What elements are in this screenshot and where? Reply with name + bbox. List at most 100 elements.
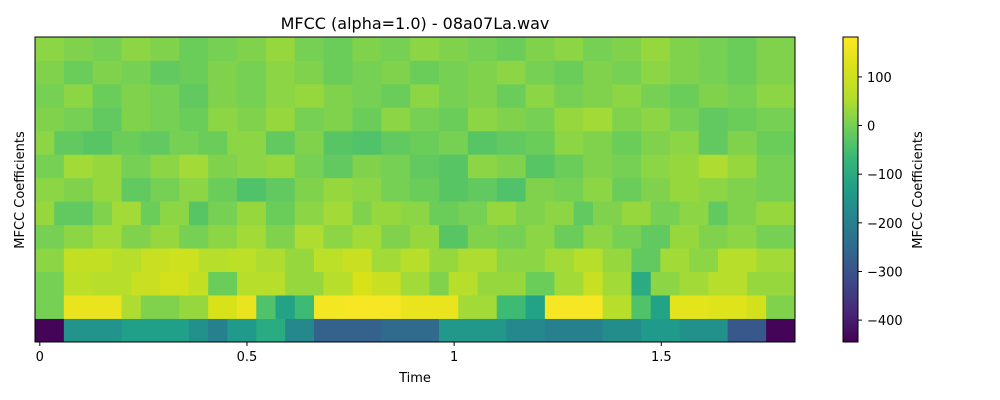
heatmap-cell <box>458 295 498 319</box>
heatmap-cell <box>544 318 603 343</box>
heatmap-cell <box>698 224 729 249</box>
heatmap-cell <box>727 224 757 249</box>
heatmap-cell <box>35 60 65 85</box>
heatmap-cell <box>525 83 555 108</box>
heatmap-cell <box>650 271 680 296</box>
heatmap-cell <box>400 271 430 296</box>
heatmap-cell <box>121 224 151 249</box>
heatmap-cell <box>35 318 65 343</box>
heatmap-cell <box>756 37 796 61</box>
heatmap-cell <box>573 201 594 226</box>
heatmap-cell <box>131 271 161 296</box>
heatmap-cell <box>111 248 142 273</box>
heatmap-cell <box>708 201 729 226</box>
heatmap-cell <box>237 154 267 179</box>
heatmap-cell <box>641 177 671 202</box>
heatmap-cell <box>592 201 623 226</box>
heatmap-cell <box>208 83 238 108</box>
heatmap-cell <box>525 271 555 296</box>
heatmap-cell <box>756 130 796 155</box>
heatmap-cell <box>467 37 498 61</box>
heatmap-cell <box>727 154 757 179</box>
heatmap-cell <box>756 154 796 179</box>
heatmap-cell <box>554 154 584 179</box>
heatmap-cell <box>294 154 325 179</box>
heatmap-cell <box>188 318 209 343</box>
heatmap-cell <box>179 154 209 179</box>
colorbar-tick-label: 100 <box>867 71 892 86</box>
heatmap-cell <box>352 201 373 226</box>
heatmap-cell <box>727 130 757 155</box>
plot-frame <box>34 36 796 343</box>
heatmap-cell <box>121 177 151 202</box>
heatmap-cell <box>669 60 700 85</box>
heatmap-cell <box>256 248 286 273</box>
heatmap-cell <box>698 83 729 108</box>
heatmap-cell <box>679 318 729 343</box>
heatmap-cell <box>140 248 171 273</box>
heatmap-cell <box>727 107 757 132</box>
heatmap-cell <box>63 224 94 249</box>
heatmap-cell <box>227 318 257 343</box>
heatmap-cell <box>410 224 440 249</box>
heatmap-cell <box>150 37 180 61</box>
heatmap-cell <box>525 107 555 132</box>
heatmap-cell <box>669 83 700 108</box>
heatmap-cell <box>150 177 180 202</box>
heatmap-cell <box>285 271 325 296</box>
heatmap-cell <box>237 177 267 202</box>
heatmap-cell <box>467 107 498 132</box>
heatmap-cell <box>352 83 382 108</box>
heatmap-cell <box>111 201 142 226</box>
heatmap-cell <box>756 177 796 202</box>
heatmap-cell <box>439 60 469 85</box>
heatmap-cell <box>381 154 411 179</box>
heatmap-cell <box>439 130 469 155</box>
heatmap-cell <box>294 107 325 132</box>
heatmap-cell <box>352 130 382 155</box>
heatmap-cell <box>756 107 796 132</box>
heatmap-cell <box>660 248 690 273</box>
heatmap-cell <box>265 83 296 108</box>
heatmap-cell <box>265 130 296 155</box>
heatmap-cell <box>92 224 122 249</box>
heatmap-cell <box>583 107 613 132</box>
heatmap-cell <box>352 37 382 61</box>
heatmap-cell <box>612 37 642 61</box>
heatmap-cell <box>237 201 267 226</box>
heatmap-cell <box>63 83 94 108</box>
heatmap-cell <box>612 177 642 202</box>
heatmap-cell <box>496 83 527 108</box>
heatmap-cell <box>121 318 190 343</box>
heatmap-cell <box>439 177 469 202</box>
heatmap-cell <box>323 130 353 155</box>
heatmap-cell <box>352 224 382 249</box>
heatmap-cell <box>506 318 546 343</box>
heatmap-cell <box>496 154 527 179</box>
heatmap-cell <box>410 60 440 85</box>
heatmap-cell <box>352 177 382 202</box>
heatmap-cell <box>237 224 267 249</box>
heatmap-cell <box>756 83 796 108</box>
heatmap-cell <box>92 107 122 132</box>
heatmap-cell <box>323 224 353 249</box>
heatmap-cell <box>448 271 478 296</box>
heatmap-cell <box>160 271 190 296</box>
heatmap-cell <box>169 248 199 273</box>
heatmap-cell <box>410 83 440 108</box>
heatmap-cell <box>208 224 238 249</box>
heatmap-cell <box>160 201 190 226</box>
x-tick-label: 0 <box>36 350 44 365</box>
heatmap-cell <box>766 295 796 319</box>
heatmap-cell <box>35 177 65 202</box>
heatmap-cell <box>612 224 642 249</box>
heatmap-cell <box>323 201 353 226</box>
heatmap-cell <box>265 201 296 226</box>
heatmap-cell <box>63 248 113 273</box>
heatmap-cell <box>63 154 94 179</box>
heatmap-cell <box>342 295 401 319</box>
heatmap-cell <box>439 224 469 249</box>
heatmap-cell <box>641 154 671 179</box>
heatmap-cell <box>766 318 796 343</box>
heatmap-cell <box>400 201 430 226</box>
